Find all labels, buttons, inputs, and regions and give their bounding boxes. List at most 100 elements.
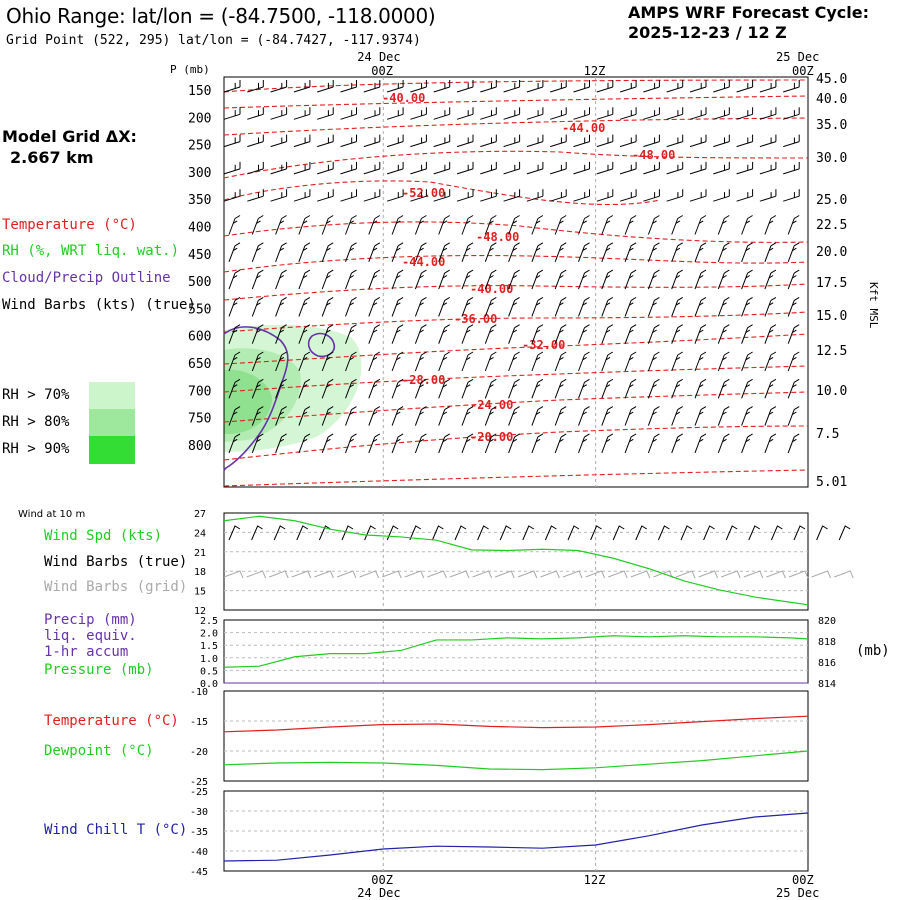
wind-barb-flag: [747, 242, 753, 247]
wind-barb-flag: [724, 378, 730, 383]
wind-barb-flag: [698, 275, 704, 279]
wind-barb-flag: [768, 220, 774, 224]
wind-barb-flag: [722, 220, 727, 224]
wind-barb-shaft: [554, 436, 562, 454]
wind-barb-flag: [444, 406, 450, 411]
wind-barb: [573, 80, 590, 93]
wind-barb-shaft: [550, 195, 567, 202]
wind-barb-flag: [675, 247, 681, 252]
wind-barb-shaft: [647, 272, 655, 290]
wind-barb-flag: [467, 324, 474, 329]
wind-barb: [689, 134, 707, 148]
wind-barb-shaft: [251, 327, 259, 344]
wind-barb-flag: [232, 247, 238, 252]
wind-barb-flag: [700, 378, 707, 383]
wind-barb-shaft: [624, 300, 632, 317]
wind-barb-shaft: [694, 245, 702, 262]
wind-barb-shaft: [456, 195, 474, 202]
wind-barb-shaft: [601, 409, 609, 426]
wind-barb-shaft: [573, 168, 590, 175]
wind-barb-flag: [745, 220, 751, 224]
wind-barb: [223, 134, 241, 148]
temperature-contour-label: -40.00: [382, 91, 425, 105]
wind-barb: [578, 378, 590, 399]
wind-barb-flag: [327, 406, 334, 411]
wind-barb: [787, 296, 800, 317]
wind-barb-flag: [537, 296, 544, 301]
wind-barb: [503, 161, 521, 175]
wind-barb-flag: [304, 269, 311, 274]
wind-barb-shaft: [275, 382, 283, 399]
wind-barb: [578, 324, 590, 344]
wind-barb: [736, 161, 754, 175]
wind-barb-flag: [768, 438, 774, 443]
wind-barb: [643, 161, 660, 175]
wind-barb-flag: [654, 378, 660, 383]
temperature-contour-label: -36.00: [454, 312, 497, 326]
rh-bin-swatch-70: [89, 382, 135, 409]
wind-barb-shaft: [391, 436, 399, 454]
wind-barb-shaft: [345, 382, 352, 399]
wind-barb: [666, 134, 684, 148]
bottom-date-label: 24 Dec: [357, 886, 400, 900]
wind-barb-flag: [372, 275, 378, 279]
wind-barb-flag: [256, 220, 261, 224]
wind-barb-shaft: [298, 272, 306, 290]
wind-barb-flag: [724, 433, 730, 438]
wind-barb-flag: [722, 438, 727, 443]
wind-barb: [666, 161, 684, 175]
wind-barb: [787, 406, 800, 426]
wind-barb: [321, 433, 334, 454]
wind-barb-shaft: [666, 141, 683, 148]
wind-barb-shaft: [759, 113, 777, 120]
wind-barb: [713, 189, 730, 202]
wind-barb-flag: [629, 411, 634, 415]
pressure-tick-label: 818: [818, 637, 836, 648]
wind-barb-flag: [349, 220, 354, 224]
wind-barb: [624, 351, 637, 372]
wind-barb: [414, 433, 427, 454]
wind-barb: [363, 161, 381, 175]
wind10-true-barb: [228, 525, 241, 541]
wind-barb-flag: [607, 215, 614, 219]
wind-barb: [671, 378, 683, 399]
wind-barb-flag: [582, 356, 587, 361]
wind-barb-shaft: [228, 354, 236, 372]
wind-barb-shaft: [223, 141, 241, 148]
wind-barb-flag: [745, 411, 751, 415]
wind-barb: [508, 296, 520, 317]
wind-barb-flag: [465, 220, 471, 224]
wind-barb-shaft: [554, 245, 562, 262]
wind-barb: [596, 80, 614, 93]
wind10-grid-barb: [246, 570, 267, 579]
wind-barb-shaft: [223, 113, 241, 120]
wind-barb-flag: [724, 324, 730, 329]
wind-barb-flag: [677, 269, 683, 274]
wind-barb: [666, 189, 684, 202]
wind-barb: [531, 215, 544, 235]
wind-barb: [363, 189, 381, 202]
wind-barb-flag: [397, 378, 404, 383]
wind10-grid-barb: [743, 570, 764, 579]
wind10-true-barb: [635, 525, 648, 541]
wind-barb-shaft: [461, 272, 469, 290]
wind-barb-flag: [747, 378, 753, 383]
wind-barb-flag: [372, 220, 378, 224]
wind-barb: [298, 296, 311, 317]
wind-barb: [275, 296, 287, 317]
wind-barb-flag: [605, 220, 611, 224]
wind-barb-flag: [792, 247, 797, 252]
wind-barb-shaft: [345, 327, 352, 344]
wind-barb-flag: [560, 296, 567, 301]
wind-barb: [596, 161, 614, 175]
wind-barb-shaft: [601, 382, 609, 399]
wind-barb-flag: [512, 411, 518, 415]
wind-barb-shaft: [438, 382, 446, 399]
wind-barb-shaft: [484, 354, 492, 372]
wind-barb: [759, 134, 777, 148]
wind-barb-shaft: [578, 300, 585, 317]
wind10-true-barb: [341, 525, 354, 541]
wind-barb-shaft: [508, 354, 516, 372]
wind-barb-shaft: [484, 245, 492, 262]
wind-barb: [293, 161, 311, 175]
